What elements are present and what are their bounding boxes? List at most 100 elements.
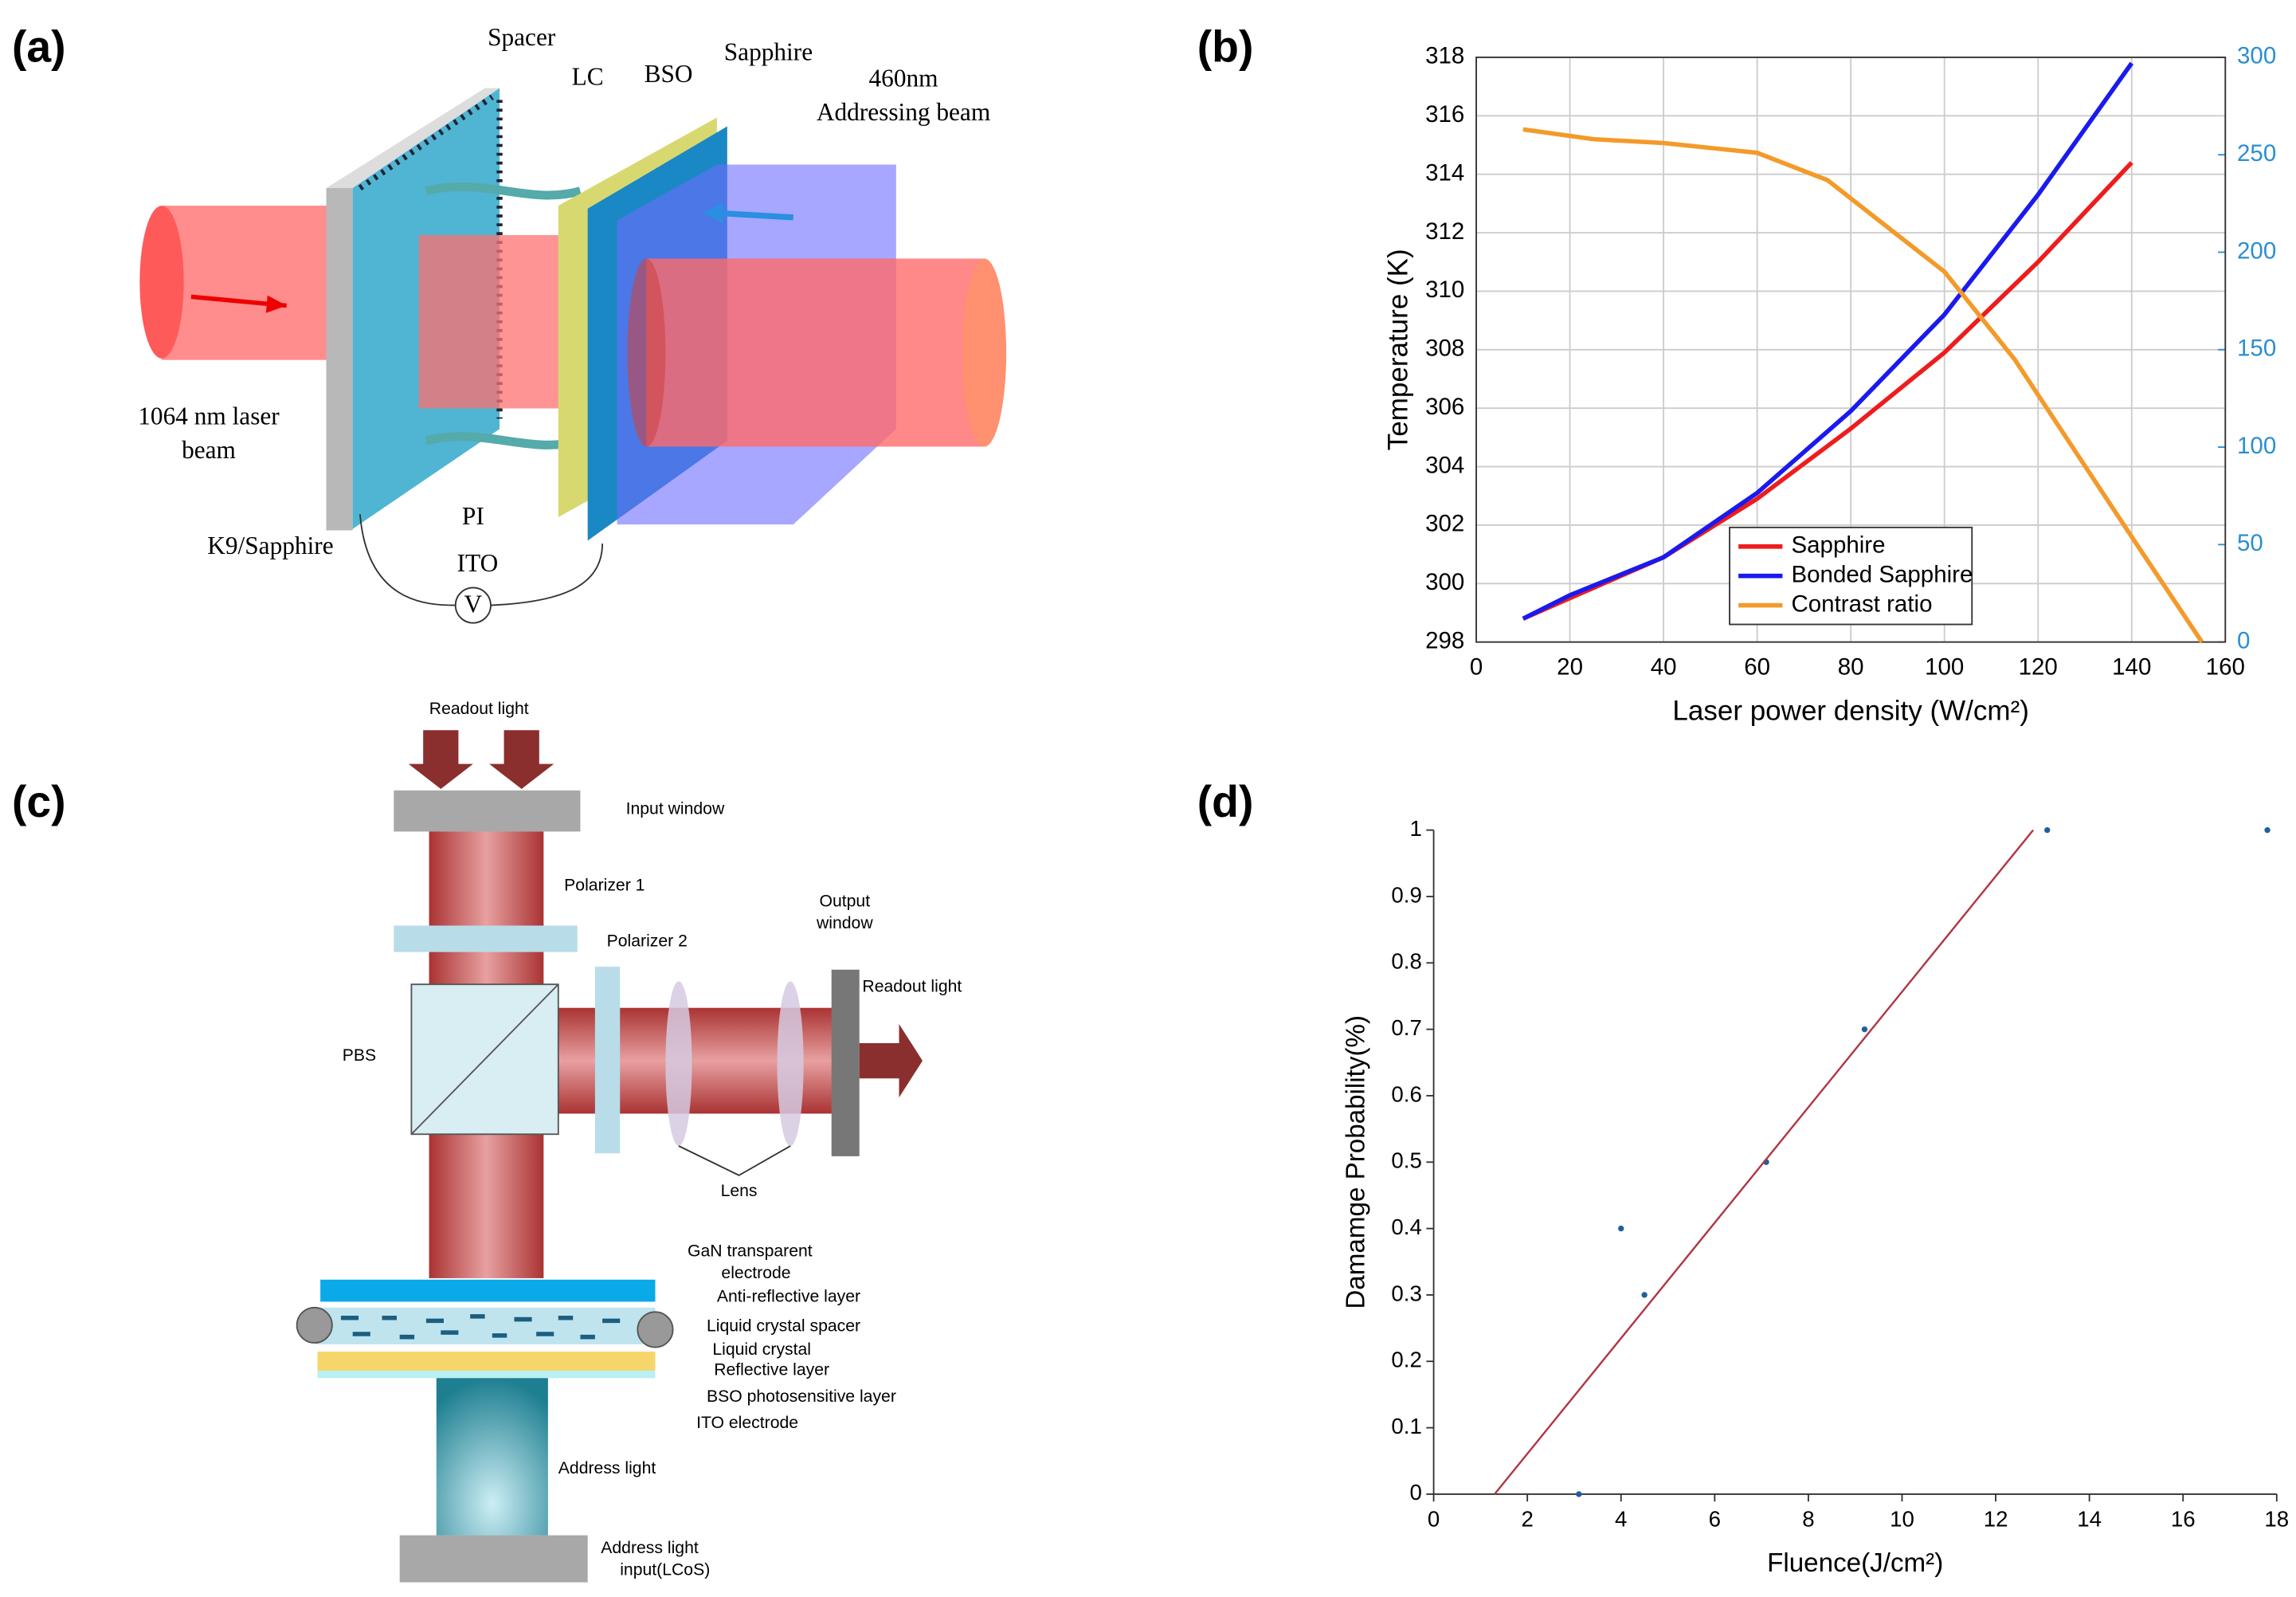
label: Liquid crystal spacer [707,1316,860,1335]
y-tick-label: 0.2 [1391,1348,1421,1372]
layer [317,1352,656,1371]
label: Anti-reflective layer [717,1287,860,1305]
point [1861,1026,1868,1033]
lcos [399,1535,588,1583]
y2-tick-label: 150 [2237,335,2276,362]
beam [436,1378,548,1536]
wire [359,514,604,606]
beam-end [627,258,666,447]
panel-label: (b) [1197,22,1254,71]
y-tick-label: 0.8 [1391,949,1421,974]
y-tick-label: 0.9 [1391,882,1421,907]
x-tick-label: 4 [1615,1506,1627,1531]
polarizer [594,967,621,1154]
y2-tick-label: 50 [2237,530,2263,556]
y2-tick-label: 200 [2237,237,2276,264]
label: PI [462,502,484,530]
label: Addressing beam [817,98,990,126]
x-tick-label: 8 [1802,1506,1814,1531]
arrow [716,210,793,221]
x-tick-label: 2 [1521,1506,1533,1531]
laser-beam [418,234,581,409]
label: BSO [645,60,693,88]
x-axis-label: Laser power density (W/cm²) [1672,695,2029,726]
label: electrode [721,1264,790,1282]
laser-beam [646,258,985,447]
label: ITO [457,549,499,577]
point [1641,1292,1648,1298]
y2-tick-label: 300 [2237,43,2276,69]
point [1576,1491,1582,1497]
y-tick-label: 312 [1425,218,1464,245]
label: 1064 nm laser [138,402,280,430]
legend-label: Sapphire [1791,532,1885,559]
spacer [296,1306,333,1344]
y-tick-label: 0.3 [1391,1281,1421,1305]
legend-label: Bonded Sapphire [1791,561,1973,587]
x-tick-label: 80 [1838,654,1864,681]
lens [777,981,804,1147]
spacer [637,1311,674,1348]
k9-plate [326,187,353,531]
label: window [816,914,873,932]
point [2044,826,2051,834]
beam-end [139,206,184,359]
label: Liquid crystal [712,1340,811,1359]
y-tick-label: 306 [1425,394,1464,420]
y2-tick-label: 250 [2237,140,2276,167]
arrow [489,730,554,790]
y-tick-label: 308 [1425,335,1464,362]
label: K9/Sapphire [207,532,333,559]
y-tick-label: 0.4 [1391,1214,1421,1239]
laser-beam [162,206,346,360]
layer [317,1371,656,1379]
lens [665,981,692,1147]
chart: 0 20 40 60 80 100 120 140 160 298 300 302 304 306 308 3… [1382,43,2276,727]
label: Address light [558,1459,656,1477]
label: Spacer [488,23,556,51]
arrow-head [265,295,287,313]
x-tick-label: 6 [1709,1506,1721,1531]
beam-end [962,258,1007,447]
series-line [1522,161,2133,621]
point [1618,1225,1624,1232]
x-tick-label: 40 [1651,654,1677,681]
x-tick-label: 14 [2077,1506,2102,1531]
x-tick-label: 120 [2019,654,2058,681]
label: Input window [626,799,725,818]
label: Lens [721,1182,758,1200]
y-tick-label: 300 [1425,569,1464,595]
arrow-head [702,202,723,224]
input-window [394,790,581,832]
y-tick-label: 0 [1409,1480,1421,1505]
x-tick-label: 16 [2171,1506,2196,1531]
series-line [1522,127,2204,644]
panel-labels: (a) (b) (c) (d) [12,22,1253,826]
y2-tick-label: 100 [2237,433,2276,459]
label: GaN transparent [688,1242,813,1260]
y-axis-label: Damamge Probability(%) [1341,1015,1370,1309]
x-tick-label: 20 [1557,654,1583,681]
chart: 0 2 4 6 8 10 12 14 16 18 0 0.1 0.2 0.3 0.4 0.5 0.6 0.7 0.8… [1341,816,2289,1578]
lc-molecules [340,1314,621,1340]
y2-tick-label: 0 [2237,627,2250,653]
y-tick-label: 310 [1425,277,1464,303]
label: Address light [601,1539,699,1557]
diagram-c: Readout light Input window Polarizer 1 P… [296,700,962,1583]
label: Sapphire [724,37,813,65]
point [2264,826,2271,834]
series-line [1494,829,2035,1495]
x-tick-label: 100 [1925,654,1964,681]
label: beam [182,436,236,464]
x-tick-label: 60 [1744,654,1770,681]
y-tick-label: 0.1 [1391,1414,1421,1438]
x-tick-label: 140 [2112,654,2151,681]
layer [320,1279,656,1302]
y-tick-label: 1 [1409,816,1421,841]
leader [678,1145,791,1176]
x-tick-label: 12 [1984,1506,2008,1531]
x-tick-label: 160 [2206,654,2245,681]
series-line [1522,61,2134,621]
label: Readout light [429,700,529,718]
label: V [464,591,483,618]
